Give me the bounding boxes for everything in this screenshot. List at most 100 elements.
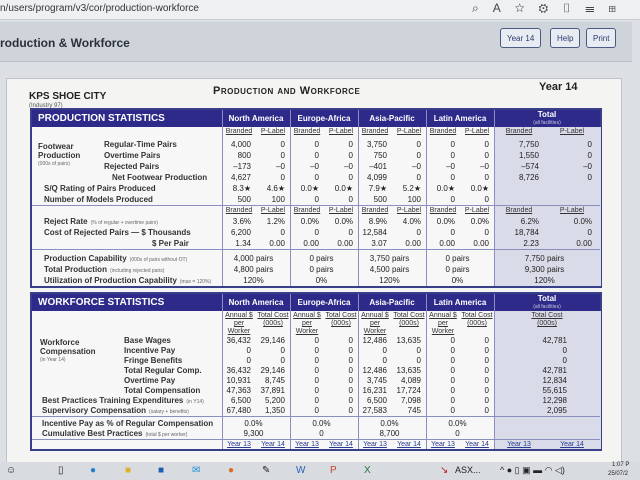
row-label: Best Practices Training Expenditures (in …: [42, 396, 204, 407]
help-button[interactable]: Help: [550, 28, 581, 48]
cell-value: 0: [416, 173, 421, 182]
browser-toolbar-icons[interactable]: ⌕A☆⚙▯☰⊞: [472, 1, 630, 15]
year-link[interactable]: Year 14: [397, 441, 421, 448]
cell-value: 29,146: [260, 336, 285, 345]
table-row: Number of Models Produced 500 100 0 0 500 100 0…: [32, 194, 600, 205]
year-link[interactable]: Year 14: [560, 441, 584, 448]
taskbar: ☺ ▯ ● ■ ■ ✉ ● ✎ W P X ↘ ASX... ^ ● ▯ ▣ ▬…: [0, 462, 640, 480]
file-explorer-icon[interactable]: ■: [125, 465, 132, 476]
row-label-text: Incentive Pay as % of Regular Compensati…: [42, 419, 214, 428]
mail-icon[interactable]: ✉: [192, 465, 201, 476]
cell-value: 0: [450, 336, 455, 345]
year-link[interactable]: Year 13: [295, 441, 319, 448]
cell-value: 42,781: [542, 336, 567, 345]
row-label: Overtime Pairs: [104, 150, 160, 161]
cell-value: 0.0★: [436, 184, 455, 193]
cell-value: 0: [348, 151, 353, 160]
cell-value: 0.0%: [448, 419, 467, 428]
cell-value: 0: [246, 346, 251, 355]
cell-value: 0.00: [576, 239, 592, 248]
stock-ticker[interactable]: ASX...: [455, 465, 481, 475]
group-label: Footwear Production: [38, 142, 81, 160]
cell-value: 7.9★: [368, 184, 387, 193]
print-button[interactable]: Print: [586, 28, 617, 48]
year-link[interactable]: Year 13: [227, 441, 251, 448]
cell-value: 800: [237, 151, 251, 160]
column-subheader: Total Cost (000s): [257, 312, 289, 327]
cell-value: 0: [348, 406, 353, 415]
column-subheader: Annual $ per Worker: [293, 312, 321, 335]
total-header: Total: [537, 294, 557, 303]
table-row: Overtime Pay 10,931 8,745 0 0 3,745 4,089 0 0 12,…: [32, 376, 600, 386]
cell-value: 0: [348, 396, 353, 405]
row-label: Total Production (including rejected pair…: [44, 264, 164, 277]
row-label-text: Production Capability: [44, 254, 127, 263]
cell-value: 0: [319, 429, 324, 438]
cell-value: 2,095: [546, 406, 567, 415]
region-header: Latin America: [433, 114, 487, 123]
year-button[interactable]: Year 14: [500, 28, 542, 48]
year-link[interactable]: Year 13: [507, 441, 531, 448]
cell-value: 0: [587, 151, 592, 160]
cell-value: 0.00: [473, 239, 489, 248]
cell-value: 0: [484, 376, 489, 385]
row-label-text: Reject Rate: [44, 217, 88, 226]
row-label-text: Utilization of Production Capability: [44, 276, 177, 285]
cell-value: 0: [348, 228, 353, 237]
cell-value: 0 pairs: [445, 265, 470, 274]
year-link[interactable]: Year 13: [363, 441, 387, 448]
firefox-icon[interactable]: ●: [228, 465, 235, 476]
pen-icon[interactable]: ✎: [262, 465, 271, 476]
year-link[interactable]: Year 14: [329, 441, 353, 448]
column-subheader: Annual $ per Worker: [429, 312, 457, 335]
year-link[interactable]: Year 14: [261, 441, 285, 448]
year-link[interactable]: Year 13: [431, 441, 455, 448]
cell-value: 1.34: [235, 239, 251, 248]
edge-icon[interactable]: ●: [90, 465, 97, 476]
browser-address-bar[interactable]: n/users/program/v3/cor/production-workfo…: [0, 0, 640, 20]
cell-value: 0: [450, 140, 455, 149]
row-label: Total Regular Comp.: [124, 366, 202, 376]
cell-value: 16,231: [362, 386, 387, 395]
cell-value: 0: [416, 346, 421, 355]
column-subheader: Annual $ per Worker: [225, 312, 253, 335]
cell-value: 0: [314, 173, 319, 182]
divider: [32, 249, 600, 253]
url-text[interactable]: n/users/program/v3/cor/production-workfo…: [0, 3, 199, 14]
task-view-icon[interactable]: ▯: [58, 465, 64, 476]
cell-value: 0: [314, 406, 319, 415]
cell-value: 0: [484, 346, 489, 355]
cell-value: 0.0%: [380, 419, 399, 428]
powerpoint-icon[interactable]: P: [330, 465, 337, 476]
cell-value: 6,200: [230, 228, 251, 237]
table-row: Total Regular Comp. 36,432 29,146 0 0 12,486 1…: [32, 366, 600, 376]
table-row: Production Capability (000s of pairs with…: [32, 253, 600, 264]
cell-value: 0: [416, 356, 421, 365]
cell-value: –0: [412, 162, 421, 171]
word-icon[interactable]: W: [296, 465, 306, 476]
cell-value: 500: [373, 195, 387, 204]
cell-value: 0: [562, 356, 567, 365]
row-label: Incentive Pay as % of Regular Compensati…: [42, 419, 213, 429]
year-link[interactable]: Year 14: [465, 441, 489, 448]
table-row: Reject Rate (% of regular + overtime pair…: [32, 216, 600, 227]
cell-value: 0: [280, 173, 285, 182]
cell-value: 0: [450, 366, 455, 375]
cell-value: 0.00: [405, 239, 421, 248]
cell-value: 0: [348, 346, 353, 355]
store-icon[interactable]: ■: [158, 465, 165, 476]
subheader-row: Annual $ per Worker Total Cost (000s) Annu…: [32, 311, 600, 336]
cell-value: 0: [416, 228, 421, 237]
row-label: Incentive Pay: [124, 346, 175, 356]
excel-icon[interactable]: X: [364, 465, 371, 476]
cell-value: 4,800 pairs: [233, 265, 274, 274]
table-row: Cumulative Best Practices (total $ per wo…: [32, 429, 600, 439]
start-avatar-icon[interactable]: ☺: [6, 465, 17, 476]
cell-value: 0: [382, 346, 387, 355]
region-header: Europe-Africa: [297, 298, 351, 307]
column-subheader: Total Cost (000s): [393, 312, 425, 327]
tray-icons[interactable]: ^ ● ▯ ▣ ▬ ◠ ◁): [500, 465, 565, 475]
table-row: Incentive Pay as % of Regular Compensati…: [32, 419, 600, 429]
cell-value: 3,745: [366, 376, 387, 385]
cell-value: 4,099: [366, 173, 387, 182]
